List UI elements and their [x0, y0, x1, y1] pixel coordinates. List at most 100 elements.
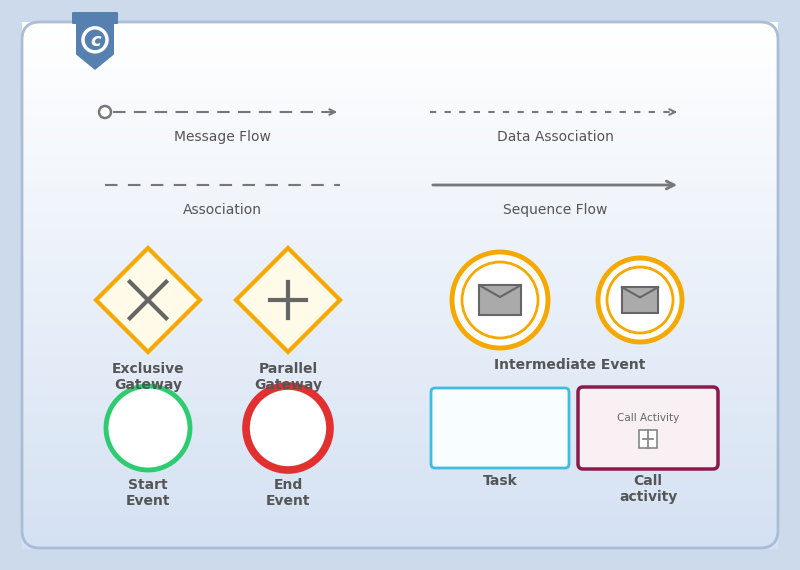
Text: c: c	[90, 32, 102, 50]
Bar	[22, 324, 778, 332]
Bar	[22, 81, 778, 89]
Bar	[22, 298, 778, 306]
Bar	[22, 436, 778, 444]
Bar	[22, 344, 778, 352]
Bar	[22, 495, 778, 503]
Bar	[22, 153, 778, 161]
Bar	[22, 384, 778, 391]
Bar	[22, 233, 778, 240]
Bar	[22, 285, 778, 292]
Bar	[22, 351, 778, 359]
Bar	[22, 114, 778, 121]
Bar	[22, 166, 778, 174]
Bar	[22, 28, 778, 36]
Text: Call Activity: Call Activity	[617, 413, 679, 423]
Bar	[22, 443, 778, 450]
Bar	[22, 305, 778, 312]
Bar	[22, 68, 778, 76]
Bar	[479, 285, 521, 315]
Bar	[22, 331, 778, 339]
Bar	[22, 147, 778, 154]
Bar	[22, 265, 778, 273]
Bar	[22, 121, 778, 128]
Bar	[22, 186, 778, 194]
Bar	[22, 404, 778, 411]
Text: Intermediate Event: Intermediate Event	[494, 358, 646, 372]
Bar	[22, 542, 778, 549]
Bar	[22, 292, 778, 299]
Bar	[22, 469, 778, 477]
Bar	[22, 246, 778, 253]
Bar	[22, 482, 778, 490]
Bar	[22, 462, 778, 470]
Bar	[22, 502, 778, 510]
Circle shape	[246, 386, 330, 470]
Bar	[22, 173, 778, 181]
Text: Call
activity: Call activity	[619, 474, 677, 504]
Bar	[22, 449, 778, 457]
Bar	[622, 287, 658, 313]
Bar	[22, 456, 778, 463]
Bar	[22, 522, 778, 530]
Bar	[22, 508, 778, 516]
FancyBboxPatch shape	[431, 388, 569, 468]
Bar	[22, 35, 778, 43]
Bar	[22, 370, 778, 378]
Bar	[22, 357, 778, 365]
Bar	[22, 364, 778, 372]
Bar	[22, 278, 778, 286]
Bar	[22, 219, 778, 227]
Bar	[22, 272, 778, 279]
Text: Message Flow: Message Flow	[174, 130, 270, 144]
Bar	[22, 206, 778, 214]
Circle shape	[99, 106, 111, 118]
Bar	[22, 430, 778, 437]
Bar	[22, 410, 778, 417]
Bar	[22, 397, 778, 404]
Bar	[639, 430, 657, 448]
Bar	[22, 200, 778, 207]
Bar	[22, 88, 778, 95]
Bar	[22, 75, 778, 82]
Bar	[22, 476, 778, 483]
Bar	[22, 101, 778, 108]
Bar	[22, 318, 778, 325]
Bar	[22, 140, 778, 148]
Bar	[22, 377, 778, 385]
Bar	[22, 134, 778, 141]
Bar	[22, 423, 778, 431]
Bar	[22, 535, 778, 543]
Bar	[22, 337, 778, 345]
Bar	[22, 48, 778, 56]
FancyBboxPatch shape	[72, 12, 118, 24]
Text: End
Event: End Event	[266, 478, 310, 508]
Circle shape	[452, 252, 548, 348]
Bar	[22, 528, 778, 536]
Bar	[22, 22, 778, 30]
Bar	[22, 213, 778, 220]
Bar	[22, 94, 778, 102]
Bar	[22, 252, 778, 260]
Circle shape	[106, 386, 190, 470]
Text: Task: Task	[482, 474, 518, 488]
Bar	[22, 259, 778, 266]
Bar	[22, 127, 778, 135]
Bar	[22, 160, 778, 168]
Text: Exclusive
Gateway: Exclusive Gateway	[112, 362, 184, 392]
Polygon shape	[96, 248, 200, 352]
Polygon shape	[236, 248, 340, 352]
Bar	[22, 193, 778, 201]
Bar	[22, 417, 778, 424]
Bar	[22, 239, 778, 247]
Text: Parallel
Gateway: Parallel Gateway	[254, 362, 322, 392]
Text: Data Association: Data Association	[497, 130, 614, 144]
Text: Association: Association	[182, 203, 262, 217]
Bar	[22, 489, 778, 496]
Text: Start
Event: Start Event	[126, 478, 170, 508]
Bar	[22, 55, 778, 63]
FancyBboxPatch shape	[578, 387, 718, 469]
Bar	[22, 62, 778, 69]
Circle shape	[598, 258, 682, 342]
Bar	[22, 180, 778, 188]
Bar	[22, 311, 778, 319]
